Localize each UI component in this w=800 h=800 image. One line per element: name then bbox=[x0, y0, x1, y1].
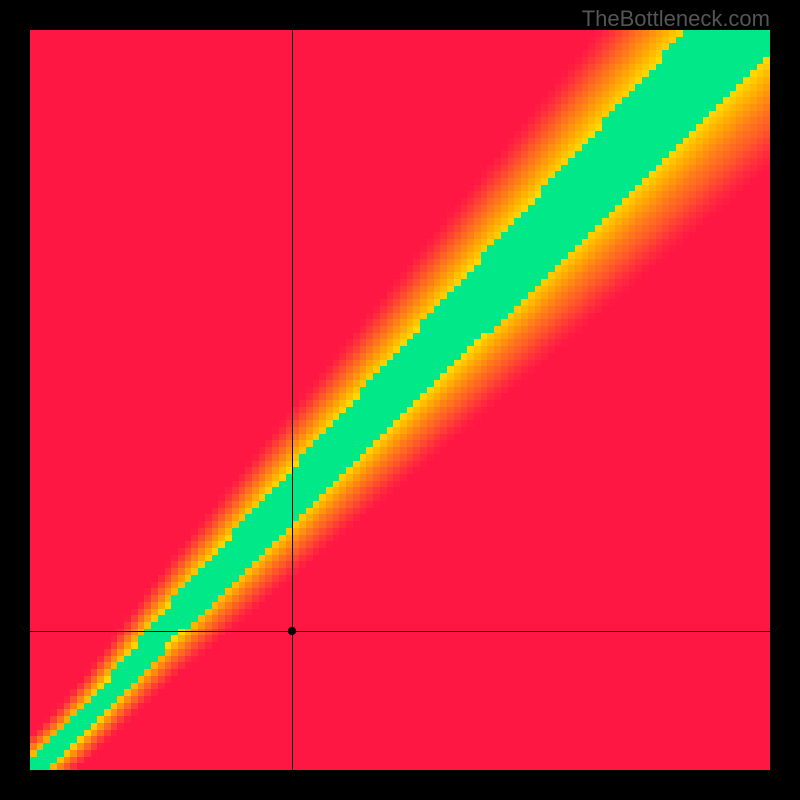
watermark-text: TheBottleneck.com bbox=[582, 6, 770, 32]
bottleneck-heatmap bbox=[30, 30, 770, 770]
chart-container: TheBottleneck.com bbox=[0, 0, 800, 800]
